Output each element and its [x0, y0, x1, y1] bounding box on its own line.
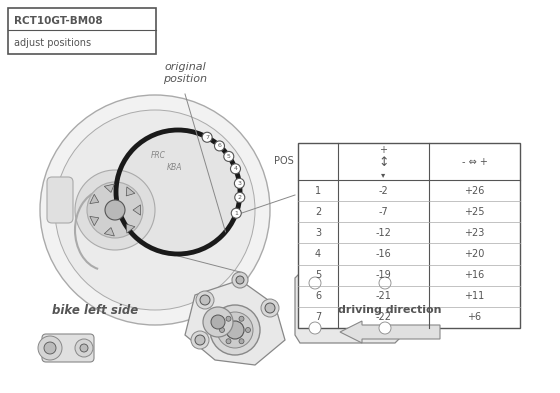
Circle shape	[226, 321, 244, 339]
Text: +: +	[380, 145, 388, 155]
Circle shape	[226, 316, 231, 321]
Text: POS: POS	[274, 156, 294, 167]
Polygon shape	[126, 187, 135, 196]
Circle shape	[379, 277, 391, 289]
Bar	[8, 8, 156, 54]
Text: 2: 2	[315, 207, 321, 217]
Text: +25: +25	[464, 207, 485, 217]
Text: 3: 3	[315, 228, 321, 238]
Polygon shape	[104, 228, 114, 236]
Text: +6: +6	[468, 312, 482, 322]
Text: 4: 4	[315, 249, 321, 259]
Text: KBA: KBA	[167, 163, 183, 173]
Polygon shape	[295, 268, 405, 343]
Circle shape	[309, 277, 321, 289]
Text: 5: 5	[227, 154, 231, 159]
Circle shape	[211, 315, 225, 329]
FancyBboxPatch shape	[42, 334, 94, 362]
Polygon shape	[185, 280, 285, 365]
Text: driving direction: driving direction	[338, 305, 442, 315]
Text: 2: 2	[238, 195, 242, 200]
Circle shape	[232, 272, 248, 288]
Circle shape	[235, 178, 244, 188]
Text: +26: +26	[464, 185, 484, 196]
Circle shape	[196, 291, 214, 309]
Circle shape	[224, 151, 234, 162]
Text: -19: -19	[376, 270, 391, 280]
Text: -2: -2	[379, 185, 388, 196]
Circle shape	[202, 132, 212, 142]
Text: +20: +20	[464, 249, 484, 259]
Circle shape	[214, 141, 225, 151]
Text: bike left side: bike left side	[52, 303, 138, 316]
Polygon shape	[90, 194, 99, 204]
Polygon shape	[104, 184, 114, 193]
Circle shape	[220, 327, 225, 332]
Circle shape	[80, 344, 88, 352]
Text: - ⇔ +: - ⇔ +	[461, 157, 487, 167]
Circle shape	[55, 110, 255, 310]
Circle shape	[309, 322, 321, 334]
Bar	[298, 143, 520, 328]
Text: -21: -21	[376, 291, 391, 301]
Text: ↕: ↕	[378, 156, 389, 169]
Circle shape	[235, 193, 245, 202]
Circle shape	[210, 305, 260, 355]
Circle shape	[261, 299, 279, 317]
Text: -16: -16	[376, 249, 391, 259]
Circle shape	[226, 339, 231, 344]
Text: 1: 1	[315, 185, 321, 196]
Circle shape	[236, 276, 244, 284]
Text: 4: 4	[234, 166, 237, 171]
Circle shape	[231, 164, 240, 174]
Circle shape	[44, 342, 56, 354]
FancyBboxPatch shape	[47, 177, 73, 223]
Circle shape	[75, 170, 155, 250]
Circle shape	[87, 182, 143, 238]
Circle shape	[217, 312, 253, 348]
Circle shape	[200, 295, 210, 305]
Text: -22: -22	[375, 312, 391, 322]
Text: +11: +11	[464, 291, 484, 301]
Text: original
position: original position	[163, 62, 207, 84]
Circle shape	[75, 339, 93, 357]
Text: 3: 3	[237, 181, 241, 186]
Text: adjust positions: adjust positions	[14, 38, 91, 48]
Circle shape	[203, 307, 233, 337]
Circle shape	[191, 331, 209, 349]
Circle shape	[40, 95, 270, 325]
Text: +23: +23	[464, 228, 484, 238]
Text: 7: 7	[205, 135, 209, 140]
Circle shape	[265, 303, 275, 313]
Text: -12: -12	[376, 228, 391, 238]
Text: ▾: ▾	[381, 170, 386, 179]
Text: 7: 7	[315, 312, 321, 322]
Polygon shape	[133, 205, 141, 215]
Circle shape	[105, 200, 125, 220]
Circle shape	[231, 208, 241, 218]
Text: 6: 6	[217, 143, 221, 149]
Text: RCT10GT-BM08: RCT10GT-BM08	[14, 16, 102, 26]
Text: 5: 5	[315, 270, 321, 280]
Circle shape	[379, 322, 391, 334]
Polygon shape	[126, 224, 135, 233]
Circle shape	[116, 130, 240, 254]
Text: +16: +16	[464, 270, 484, 280]
Text: 1: 1	[234, 211, 238, 216]
Circle shape	[38, 336, 62, 360]
Polygon shape	[90, 217, 99, 226]
Circle shape	[245, 327, 250, 332]
Circle shape	[239, 339, 244, 344]
Circle shape	[195, 335, 205, 345]
Circle shape	[239, 316, 244, 321]
Text: FRC: FRC	[151, 151, 166, 160]
Text: 6: 6	[315, 291, 321, 301]
FancyArrow shape	[340, 321, 440, 343]
Text: -7: -7	[379, 207, 388, 217]
